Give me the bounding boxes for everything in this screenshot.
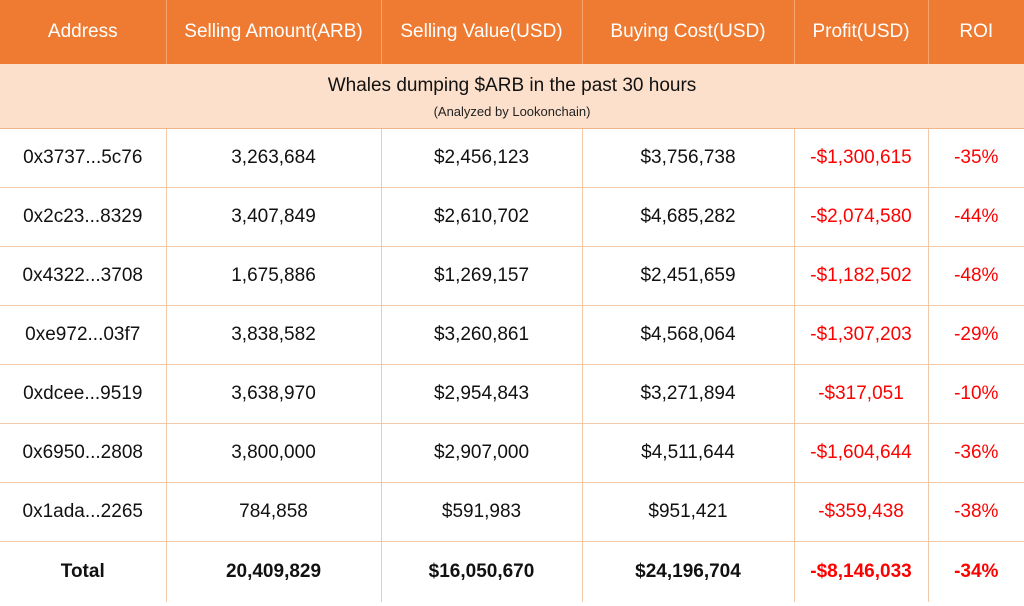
table-row: 0x3737...5c76 3,263,684 $2,456,123 $3,756,7… [0, 128, 1024, 188]
cell-buying-cost: $4,685,282 [582, 187, 795, 247]
cell-profit: -$1,300,615 [794, 128, 929, 188]
total-row: Total 20,409,829 $16,050,670 $24,196,704 -$8… [0, 541, 1024, 602]
cell-address: 0x6950...2808 [0, 423, 167, 483]
cell-selling-amount: 3,263,684 [166, 128, 382, 188]
banner-cell: Whales dumping $ARB in the past 30 hours… [0, 64, 1024, 129]
header-row: Address Selling Amount(ARB) Selling Valu… [0, 0, 1024, 64]
cell-profit: -$1,604,644 [794, 423, 929, 483]
cell-roi: -36% [928, 423, 1024, 483]
cell-buying-cost: $2,451,659 [582, 246, 795, 306]
cell-selling-amount: 3,407,849 [166, 187, 382, 247]
cell-roi: -29% [928, 305, 1024, 365]
col-header-roi: ROI [928, 0, 1024, 64]
cell-address: 0xdcee...9519 [0, 364, 167, 424]
cell-selling-value: $3,260,861 [381, 305, 583, 365]
cell-roi: -35% [928, 128, 1024, 188]
cell-selling-value: $2,907,000 [381, 423, 583, 483]
table-title: Whales dumping $ARB in the past 30 hours [327, 74, 697, 96]
cell-buying-cost: $3,756,738 [582, 128, 795, 188]
cell-profit: -$359,438 [794, 482, 929, 542]
col-header-selling-value: Selling Value(USD) [381, 0, 583, 64]
cell-roi: -10% [928, 364, 1024, 424]
total-profit: -$8,146,033 [794, 541, 929, 602]
total-selling-value: $16,050,670 [381, 541, 583, 602]
cell-buying-cost: $951,421 [582, 482, 795, 542]
cell-address: 0x1ada...2265 [0, 482, 167, 542]
cell-selling-amount: 3,838,582 [166, 305, 382, 365]
cell-selling-value: $2,610,702 [381, 187, 583, 247]
cell-roi: -38% [928, 482, 1024, 542]
cell-profit: -$1,182,502 [794, 246, 929, 306]
table-row: 0x2c23...8329 3,407,849 $2,610,702 $4,685,2… [0, 187, 1024, 247]
cell-selling-value: $2,456,123 [381, 128, 583, 188]
cell-selling-amount: 3,638,970 [166, 364, 382, 424]
table-row: 0xe972...03f7 3,838,582 $3,260,861 $4,568,0… [0, 305, 1024, 365]
cell-selling-amount: 3,800,000 [166, 423, 382, 483]
cell-selling-value: $591,983 [381, 482, 583, 542]
cell-profit: -$1,307,203 [794, 305, 929, 365]
total-selling-amount: 20,409,829 [166, 541, 382, 602]
total-address: Total [0, 541, 167, 602]
cell-address: 0x2c23...8329 [0, 187, 167, 247]
table-subtitle: (Analyzed by Lookonchain) [433, 103, 591, 119]
cell-address: 0xe972...03f7 [0, 305, 167, 365]
cell-buying-cost: $4,568,064 [582, 305, 795, 365]
cell-address: 0x3737...5c76 [0, 128, 167, 188]
col-header-buying-cost: Buying Cost(USD) [582, 0, 795, 64]
banner-row: Whales dumping $ARB in the past 30 hours… [0, 64, 1024, 129]
table-row: 0x4322...3708 1,675,886 $1,269,157 $2,451,6… [0, 246, 1024, 306]
cell-buying-cost: $4,511,644 [582, 423, 795, 483]
cell-selling-amount: 784,858 [166, 482, 382, 542]
cell-selling-amount: 1,675,886 [166, 246, 382, 306]
cell-selling-value: $2,954,843 [381, 364, 583, 424]
cell-buying-cost: $3,271,894 [582, 364, 795, 424]
table-row: 0x6950...2808 3,800,000 $2,907,000 $4,511,6… [0, 423, 1024, 483]
col-header-selling-amount: Selling Amount(ARB) [166, 0, 382, 64]
table-row: 0xdcee...9519 3,638,970 $2,954,843 $3,271,8… [0, 364, 1024, 424]
cell-profit: -$317,051 [794, 364, 929, 424]
cell-roi: -44% [928, 187, 1024, 247]
cell-selling-value: $1,269,157 [381, 246, 583, 306]
cell-profit: -$2,074,580 [794, 187, 929, 247]
cell-address: 0x4322...3708 [0, 246, 167, 306]
total-roi: -34% [954, 561, 999, 582]
data-rows: 0x3737...5c76 3,263,684 $2,456,123 $3,756,7… [0, 128, 1024, 602]
col-header-address: Address [0, 0, 167, 64]
table-row: 0x1ada...2265 784,858 $591,983 $951,421 -$35… [0, 482, 1024, 542]
col-header-profit: Profit(USD) [794, 0, 929, 64]
total-buying-cost: $24,196,704 [582, 541, 795, 602]
cell-roi: -48% [928, 246, 1024, 306]
